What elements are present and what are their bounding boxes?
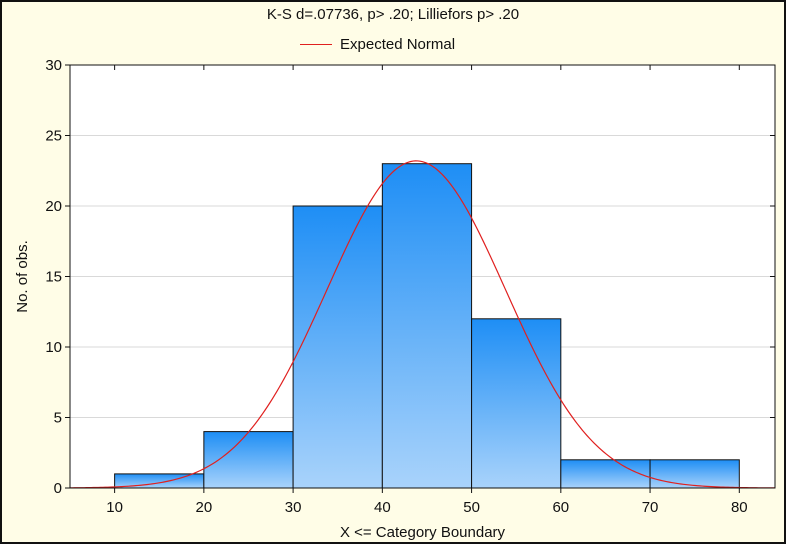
y-tick-label: 30 (45, 57, 62, 74)
histogram-bar (203, 431, 294, 489)
x-tick-label: 30 (285, 499, 302, 516)
histogram-bar (471, 318, 562, 489)
x-axis-label: X <= Category Boundary (340, 524, 506, 541)
y-tick-label: 10 (45, 339, 62, 356)
histogram-bar (292, 205, 383, 489)
histogram-bar (649, 459, 740, 489)
y-tick-label: 25 (45, 128, 62, 145)
histogram-bar (560, 459, 651, 489)
x-tick-label: 10 (106, 499, 123, 516)
legend-line-swatch (300, 43, 332, 45)
x-tick-label: 60 (552, 499, 569, 516)
x-tick-label: 70 (642, 499, 659, 516)
x-tick-label: 20 (196, 499, 213, 516)
y-tick-label: 5 (54, 410, 62, 427)
x-tick-label: 50 (463, 499, 480, 516)
chart-title: K-S d=.07736, p> .20; Lilliefors p> .20 (266, 6, 520, 23)
y-tick-label: 15 (45, 269, 62, 286)
chart-legend: Expected Normal (300, 34, 455, 54)
y-tick-label: 20 (45, 198, 62, 215)
legend-label-expected-normal: Expected Normal (340, 35, 456, 53)
x-tick-label: 40 (374, 499, 391, 516)
histogram-bar (381, 163, 473, 489)
x-tick-label: 80 (731, 499, 748, 516)
y-tick-label: 0 (54, 480, 62, 497)
expected-normal-curve (69, 160, 776, 489)
y-axis-label: No. of obs. (14, 240, 31, 313)
